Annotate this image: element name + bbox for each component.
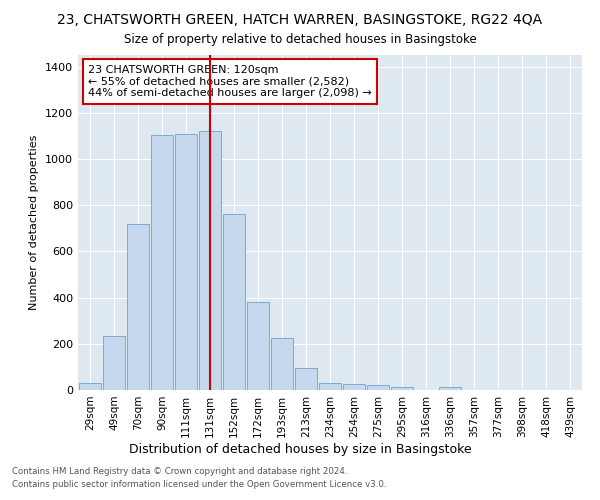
Bar [199, 131, 221, 390]
Bar [343, 384, 365, 390]
Text: Contains public sector information licensed under the Open Government Licence v3: Contains public sector information licen… [12, 480, 386, 489]
Bar [247, 302, 269, 390]
Text: 23, CHATSWORTH GREEN, HATCH WARREN, BASINGSTOKE, RG22 4QA: 23, CHATSWORTH GREEN, HATCH WARREN, BASI… [58, 12, 542, 26]
Bar [391, 386, 413, 390]
Text: Contains HM Land Registry data © Crown copyright and database right 2024.: Contains HM Land Registry data © Crown c… [12, 468, 347, 476]
Bar [223, 214, 245, 390]
Bar [319, 383, 341, 390]
Y-axis label: Number of detached properties: Number of detached properties [29, 135, 40, 310]
Text: Distribution of detached houses by size in Basingstoke: Distribution of detached houses by size … [128, 442, 472, 456]
Bar [103, 336, 125, 390]
Bar [295, 368, 317, 390]
Bar [367, 386, 389, 390]
Bar [271, 338, 293, 390]
Bar [175, 134, 197, 390]
Bar [151, 134, 173, 390]
Bar [127, 224, 149, 390]
Text: Size of property relative to detached houses in Basingstoke: Size of property relative to detached ho… [124, 32, 476, 46]
Bar [79, 383, 101, 390]
Text: 23 CHATSWORTH GREEN: 120sqm
← 55% of detached houses are smaller (2,582)
44% of : 23 CHATSWORTH GREEN: 120sqm ← 55% of det… [88, 65, 372, 98]
Bar [439, 386, 461, 390]
